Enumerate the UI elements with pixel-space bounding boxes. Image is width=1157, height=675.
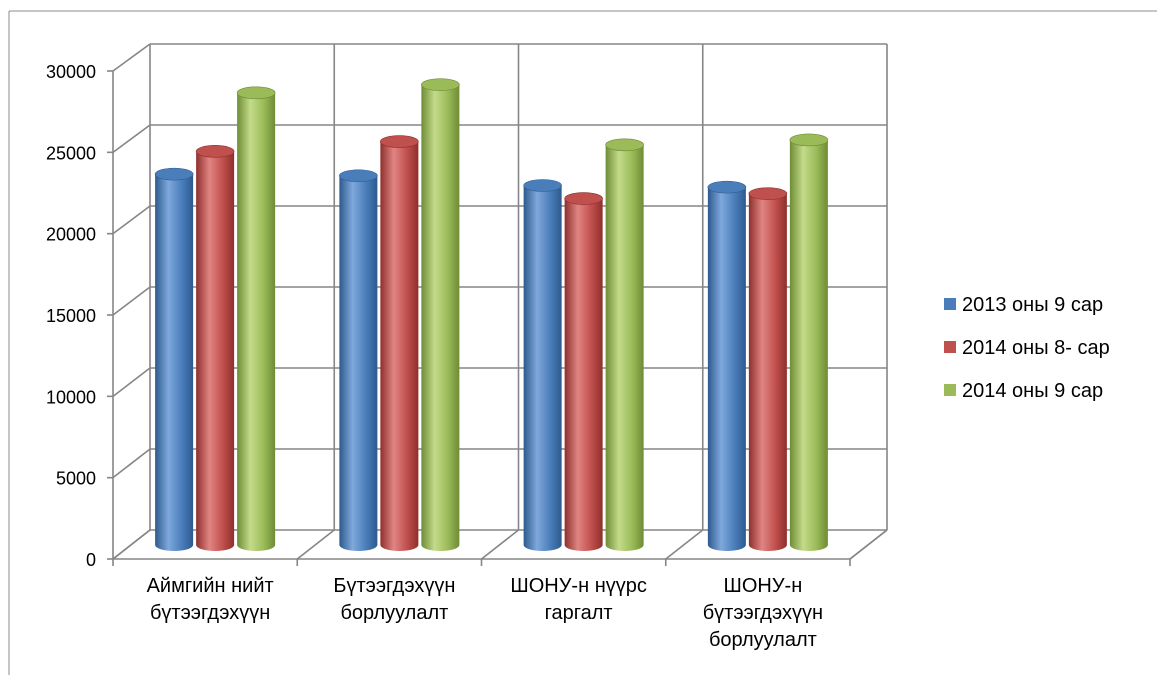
bar-body <box>564 198 603 551</box>
bar-top <box>707 180 747 194</box>
x-axis: Аймгийн нийт бүтээгдэхүүн Бүтээгдэхүүн борл… <box>147 575 823 651</box>
bar <box>748 187 788 551</box>
side-gridline <box>112 286 151 316</box>
bar-top <box>195 145 235 158</box>
floor-divider <box>481 529 519 560</box>
bar-top <box>523 179 562 192</box>
side-gridline <box>112 367 151 397</box>
bar <box>605 138 644 551</box>
y-tick-label: 0 <box>86 550 96 570</box>
bar-body <box>380 141 419 551</box>
bar <box>421 78 460 552</box>
bar-body <box>237 92 276 551</box>
floor-divider <box>296 529 335 560</box>
side-gridline <box>112 124 151 153</box>
bar-top <box>339 169 378 183</box>
legend: 2013 оны 9 сар 2014 оны 8- сар 2014 оны 9 … <box>944 294 1110 402</box>
bar <box>339 169 378 551</box>
bar-body <box>196 151 235 551</box>
y-tick-label: 30000 <box>46 62 96 82</box>
floor-divider <box>112 529 151 560</box>
legend-item: 2013 оны 9 сар <box>944 294 1103 316</box>
floor-divider <box>849 529 888 560</box>
y-tick-label: 20000 <box>46 225 96 245</box>
legend-swatch <box>944 298 956 310</box>
bar-top <box>748 187 788 200</box>
x-category-label: Бүтээгдэхүүн борлуулалт <box>333 575 455 624</box>
side-gridline <box>112 43 151 72</box>
bar-body <box>605 144 644 551</box>
bar-body <box>155 174 194 551</box>
legend-label: 2014 оны 9 сар <box>962 380 1103 402</box>
legend-swatch <box>944 341 956 353</box>
bar-top <box>789 133 829 147</box>
x-category-label: ШОНУ-н нүүрс гаргалт <box>510 575 646 624</box>
side-gridline <box>112 205 151 235</box>
bar-body <box>789 139 828 551</box>
bar <box>707 180 747 551</box>
bar-body <box>421 84 460 552</box>
floor-divider <box>665 529 704 560</box>
bar-top <box>605 138 644 152</box>
legend-label: 2013 оны 9 сар <box>962 294 1103 316</box>
legend-swatch <box>944 384 956 396</box>
bar <box>236 86 276 551</box>
bar <box>564 192 603 551</box>
legend-item: 2014 оны 8- сар <box>944 337 1110 359</box>
legend-label: 2014 оны 8- сар <box>962 337 1110 359</box>
bar-top <box>564 192 603 205</box>
bars <box>154 78 829 552</box>
bar <box>195 145 235 551</box>
bar <box>154 167 194 551</box>
bar <box>523 179 562 552</box>
bar-body <box>707 187 746 551</box>
bar-body <box>339 175 378 551</box>
bar-top <box>421 78 460 91</box>
y-tick-label: 10000 <box>46 387 96 407</box>
x-category-label: Аймгийн нийт бүтээгдэхүүн <box>147 575 274 624</box>
y-tick-label: 25000 <box>46 143 96 163</box>
bar-body <box>748 193 787 551</box>
bar <box>789 133 829 551</box>
bar-top <box>154 167 194 181</box>
y-tick-label: 5000 <box>56 469 96 489</box>
bar-top <box>236 86 276 100</box>
side-gridline <box>112 448 151 479</box>
legend-item: 2014 оны 9 сар <box>944 380 1103 402</box>
bar <box>380 135 419 551</box>
bar-body <box>523 185 562 552</box>
y-axis: 0 5000 10000 15000 20000 25000 30000 <box>46 62 96 570</box>
bar-top <box>380 135 419 148</box>
y-tick-label: 15000 <box>46 306 96 326</box>
x-category-label: ШОНУ-н бүтээгдэхүүн борлуулалт <box>703 575 823 651</box>
